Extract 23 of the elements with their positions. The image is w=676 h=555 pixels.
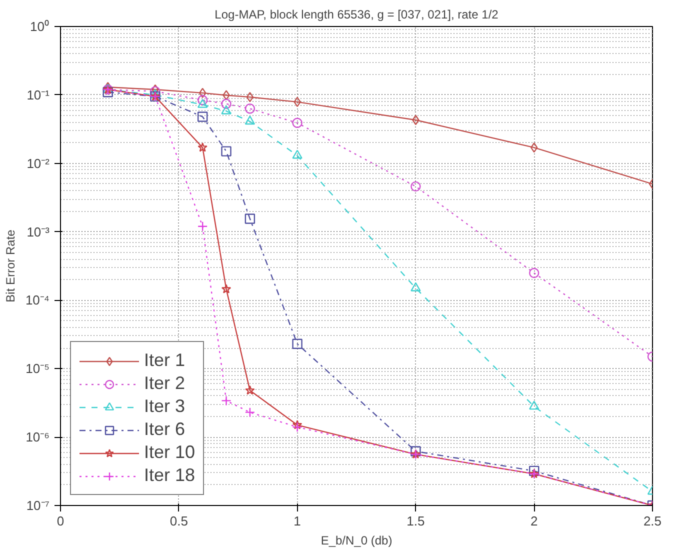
y-tick-label: 10⁻² <box>26 156 50 171</box>
legend-label: Iter 10 <box>144 442 196 463</box>
y-tick-label: 10⁻¹ <box>26 87 50 102</box>
y-tick-label: 10⁻⁷ <box>26 498 50 513</box>
y-tick-label: 10⁻⁵ <box>26 361 50 376</box>
legend-label: Iter 1 <box>144 350 186 371</box>
chart-title: Log-MAP, block length 65536, g = [037, 021], rate 1/2 <box>214 8 499 22</box>
legend-label: Iter 6 <box>144 419 186 440</box>
x-tick-label: 0.5 <box>170 514 188 528</box>
legend-label: Iter 3 <box>144 396 186 417</box>
y-tick-label: 10⁻³ <box>26 224 50 240</box>
legend-label: Iter 18 <box>144 465 196 486</box>
x-tick-label: 1.5 <box>406 514 425 528</box>
y-tick-label: 10⁻⁶ <box>26 430 50 445</box>
x-tick-label: 2.5 <box>643 514 662 528</box>
x-tick-label: 0 <box>56 514 64 528</box>
x-tick-label: 1 <box>294 514 301 528</box>
x-tick-label: 2 <box>530 514 538 528</box>
legend-label: Iter 2 <box>144 373 186 394</box>
x-axis-title: E_b/N_0 (db) <box>320 534 392 548</box>
y-axis-title: Bit Error Rate <box>3 229 18 302</box>
y-tick-label: 10⁰ <box>30 19 50 34</box>
y-tick-label: 10⁻⁴ <box>25 292 50 308</box>
